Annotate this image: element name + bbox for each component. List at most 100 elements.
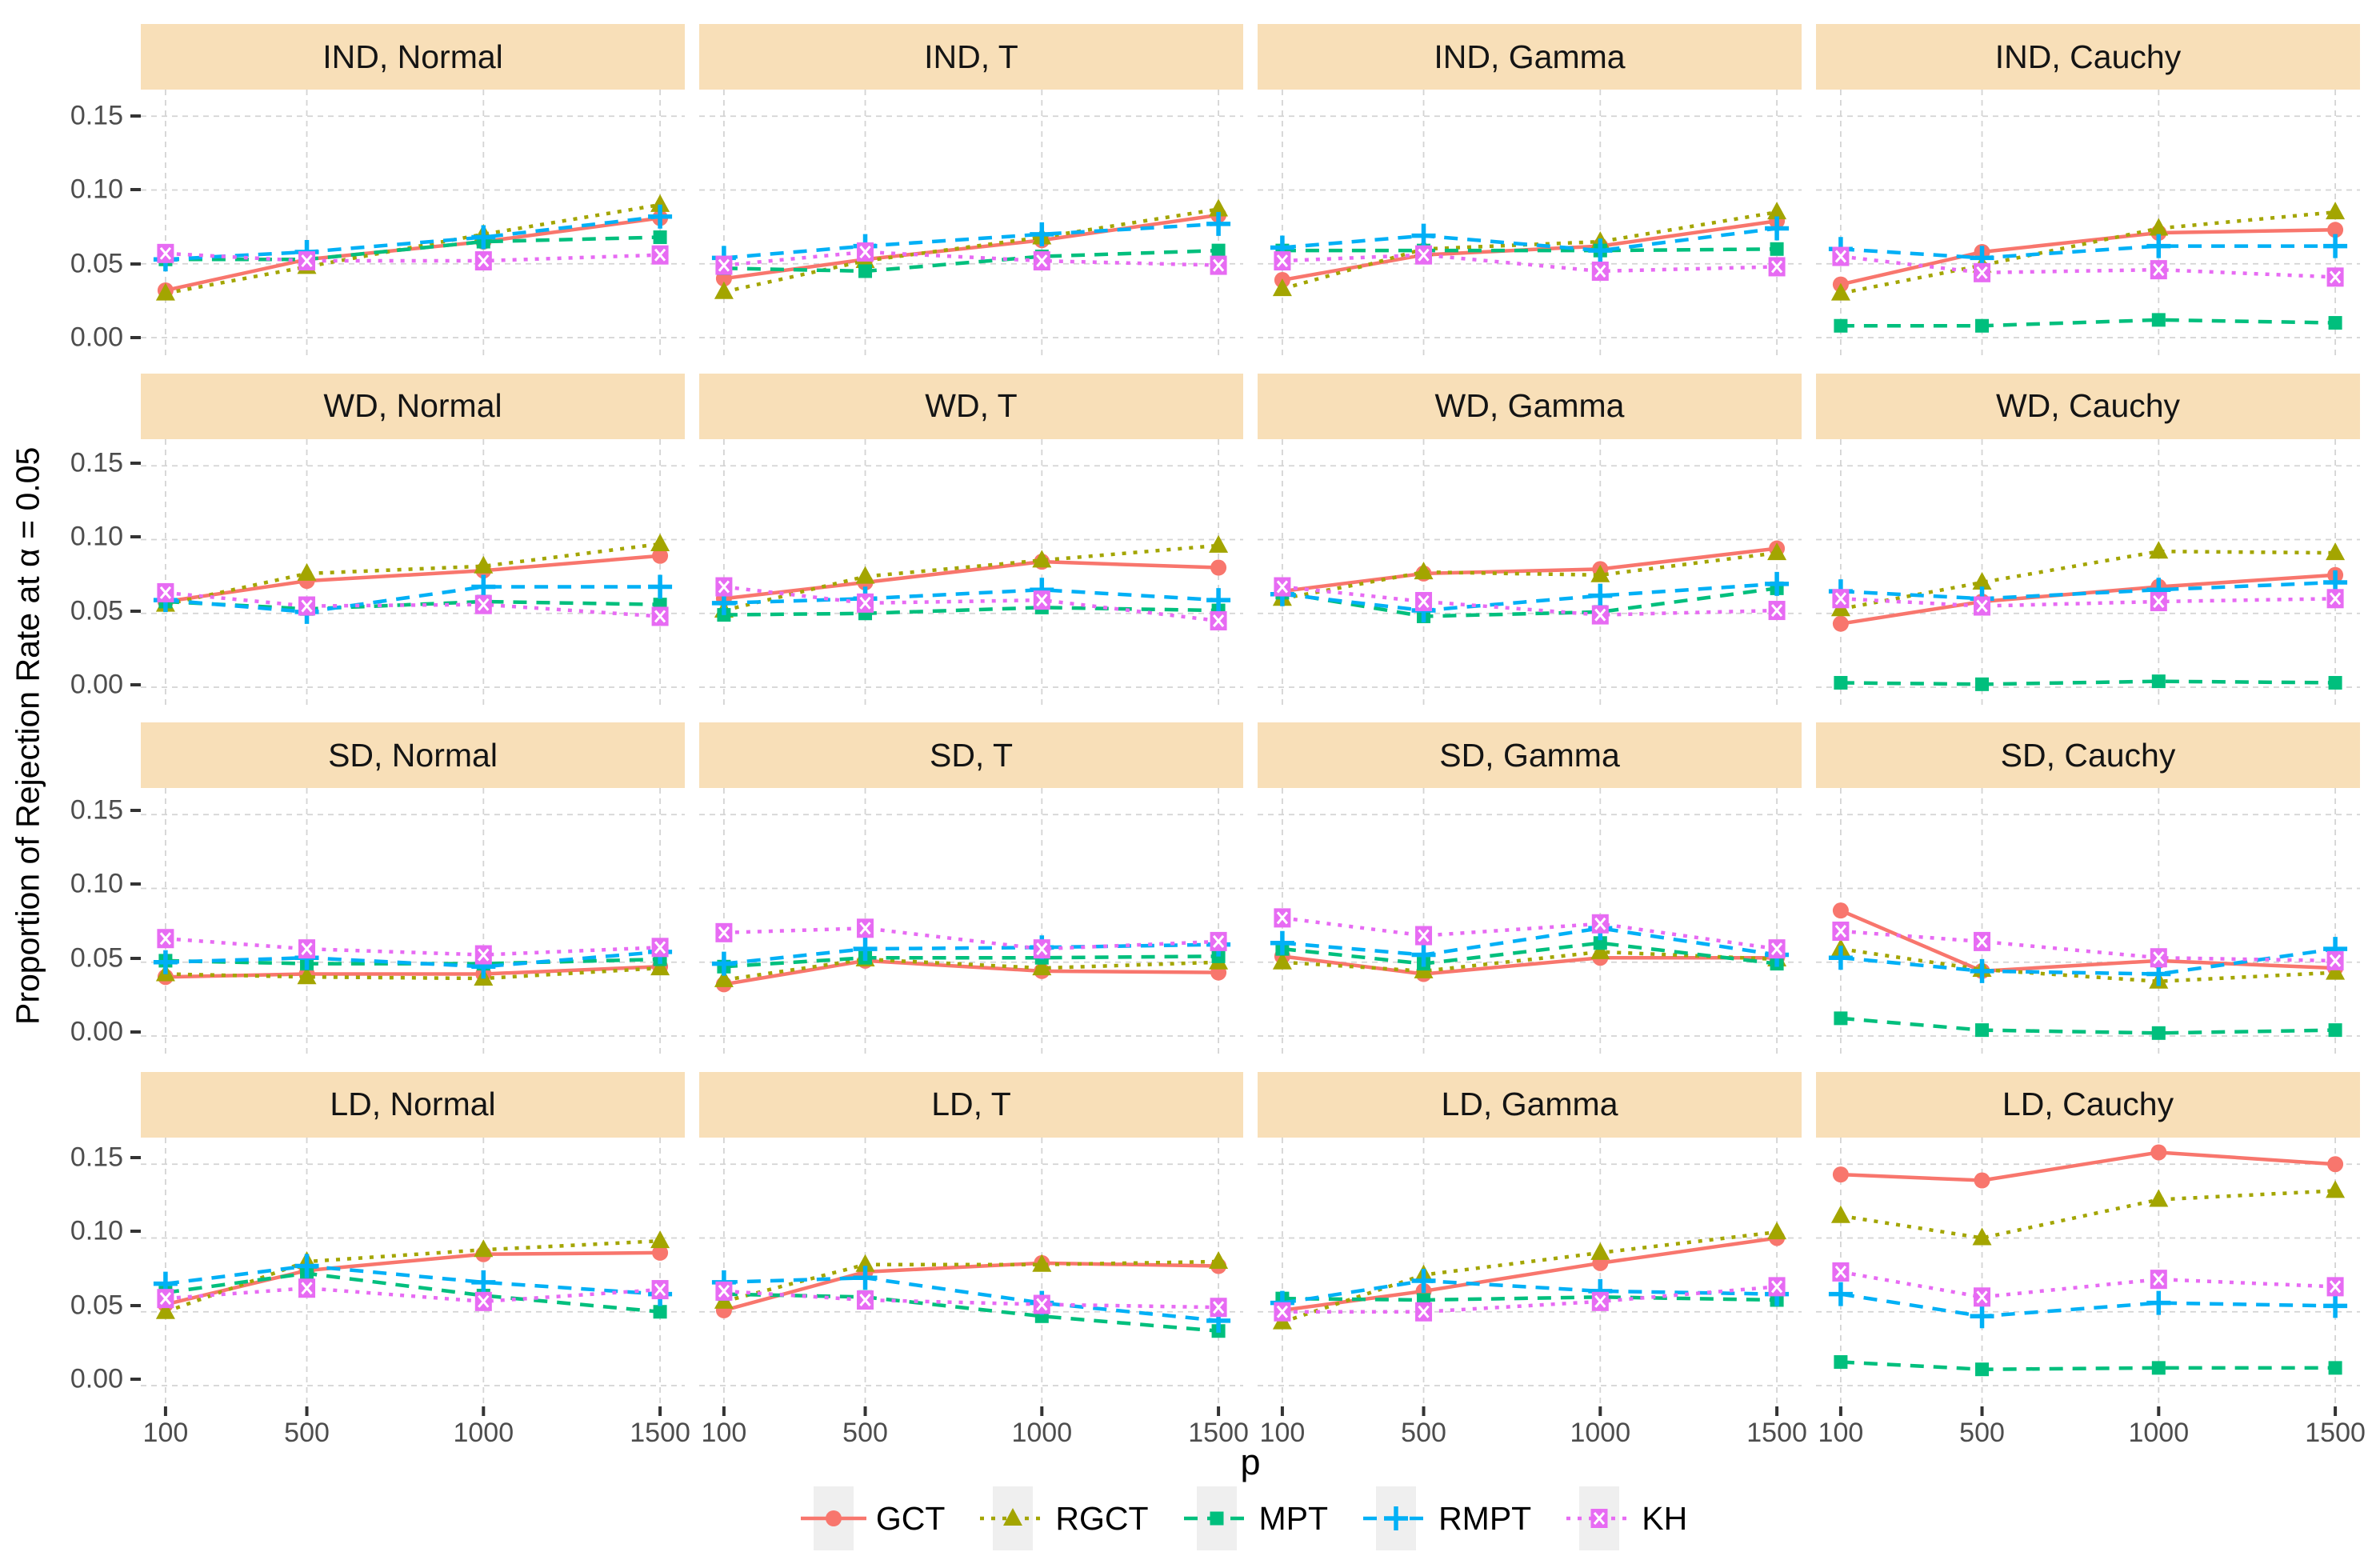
gridlines <box>1258 788 1802 1055</box>
facet-strip: WD, T <box>699 373 1243 439</box>
x-tick-label: 1000 <box>1570 1418 1630 1448</box>
gridlines <box>141 438 685 706</box>
y-tick-mark <box>130 462 141 466</box>
y-tick-mark <box>130 1030 141 1034</box>
y-tick-label: 0.10 <box>70 521 123 552</box>
y-tick-label: 0.00 <box>70 1363 123 1394</box>
gridlines <box>141 788 685 1055</box>
panel-plot <box>699 90 1243 357</box>
x-axis-title: p <box>1240 1442 1261 1482</box>
legend: GCT RGCT MPT RMPT KH <box>141 1485 2360 1552</box>
x-tick-label: 1000 <box>1011 1418 1072 1448</box>
series-MPT <box>1834 674 2342 691</box>
series-KH <box>1832 1262 2344 1306</box>
y-tick-mark <box>130 1378 141 1381</box>
legend-label: GCT <box>875 1499 946 1537</box>
series-KH <box>1274 245 1786 281</box>
series-KH <box>715 918 1227 959</box>
legend-key-icon <box>1183 1511 1250 1526</box>
x-tick-label: 100 <box>1260 1418 1306 1448</box>
x-tick-label: 1000 <box>2128 1418 2189 1448</box>
panel-plot <box>1258 90 1802 357</box>
series-KH <box>1832 588 2344 616</box>
x-tick-label: 1500 <box>1188 1418 1249 1448</box>
gridlines <box>699 788 1243 1055</box>
legend-item-MPT: MPT <box>1183 1486 1328 1550</box>
y-tick-mark <box>130 262 141 266</box>
series-KH <box>715 1281 1227 1317</box>
facet-strip: LD, Gamma <box>1258 1071 1802 1138</box>
facet-panel: IND, Cauchy <box>1816 24 2360 359</box>
gridlines <box>699 1137 1243 1405</box>
y-tick-label: 0.00 <box>70 322 123 353</box>
x-axis-ticks: 100 500 1000 1500 <box>143 1406 690 1448</box>
y-tick-label: 0.15 <box>70 447 123 478</box>
facet-strip: SD, T <box>699 722 1243 788</box>
y-axis-title: Proportion of Rejection Rate at α = 0.05 <box>9 446 46 1026</box>
legend-item-RMPT: RMPT <box>1363 1486 1531 1550</box>
facet-panel: LD, Cauchy 100 500 1000 1500 <box>1816 1071 2366 1449</box>
panel-plot <box>141 90 685 357</box>
x-tick-label: 500 <box>284 1418 330 1448</box>
facet-strip: WD, Cauchy <box>1816 373 2360 439</box>
y-tick-label: 0.10 <box>70 868 123 899</box>
y-tick-mark <box>130 683 141 686</box>
y-tick-mark <box>130 609 141 613</box>
x-tick-label: 100 <box>143 1418 189 1448</box>
series-KH <box>157 1278 669 1311</box>
facet-grid: IND, Normal IND, T IND, Gamma IND, Cauchy WD… <box>141 24 2366 1449</box>
facet-panel: LD, Gamma 100 500 1000 1500 <box>1258 1071 1807 1449</box>
y-tick-label: 0.10 <box>70 174 123 205</box>
y-tick-label: 0.05 <box>70 942 123 974</box>
legend-item-RGCT: RGCT <box>980 1486 1149 1550</box>
series-KH <box>715 242 1227 275</box>
y-tick-mark <box>130 1230 141 1234</box>
x-tick-label: 500 <box>1401 1418 1446 1448</box>
facet-strip: LD, T <box>699 1071 1243 1138</box>
facet-panel: WD, T <box>699 373 1243 709</box>
facet-strip: IND, Cauchy <box>1816 24 2360 90</box>
series-RGCT <box>1830 1179 2346 1245</box>
legend-key-icon <box>980 1508 1046 1526</box>
legend-item-GCT: GCT <box>800 1486 946 1550</box>
facet-strip: WD, Normal <box>141 373 685 439</box>
legend-key <box>800 1486 866 1550</box>
facet-strip: SD, Normal <box>141 722 685 788</box>
series-KH <box>715 577 1227 630</box>
panel-plot: 100 500 1000 1500 <box>1816 1137 2366 1448</box>
facet-strip: WD, Gamma <box>1258 373 1802 439</box>
legend-label: KH <box>1642 1499 1688 1537</box>
y-tick-mark <box>130 809 141 813</box>
series-KH <box>1274 1276 1786 1322</box>
y-tick-label: 0.05 <box>70 248 123 279</box>
y-tick-label: 0.05 <box>70 1290 123 1321</box>
y-tick-label: 0.15 <box>70 1142 123 1173</box>
gridlines <box>1258 1137 1802 1405</box>
x-tick-label: 1500 <box>2305 1418 2366 1448</box>
series-GCT <box>1832 1143 2344 1189</box>
gridlines <box>1816 438 2360 706</box>
panel-plot: 100 500 1000 1500 <box>1258 1137 1807 1448</box>
panel-plot <box>141 438 685 706</box>
gridlines <box>141 90 685 357</box>
facet-panel: SD, Normal <box>141 722 685 1058</box>
legend-key-icon <box>800 1510 866 1526</box>
x-tick-label: 100 <box>1818 1418 1864 1448</box>
x-axis-ticks: 100 500 1000 1500 <box>702 1406 1249 1448</box>
y-tick-mark <box>130 882 141 886</box>
y-tick-label: 0.15 <box>70 100 123 131</box>
y-axis: 0.00 0.05 0.10 0.15 0.00 0.05 0.10 0.15 0.00 0.05… <box>67 24 141 1448</box>
gridlines <box>1816 90 2360 357</box>
gridlines <box>699 438 1243 706</box>
series-KH <box>1274 577 1786 625</box>
series-KH <box>1832 246 2344 287</box>
panel-plot: 100 500 1000 1500 <box>699 1137 1249 1448</box>
x-tick-label: 1500 <box>1746 1418 1807 1448</box>
facet-strip: LD, Cauchy <box>1816 1071 2360 1138</box>
facet-panel: IND, T <box>699 24 1243 359</box>
series-MPT <box>1834 1354 2342 1376</box>
facet-panel: WD, Normal <box>141 373 685 709</box>
facet-strip: IND, Gamma <box>1258 24 1802 90</box>
legend-item-KH: KH <box>1566 1486 1688 1550</box>
gridlines <box>1258 438 1802 706</box>
